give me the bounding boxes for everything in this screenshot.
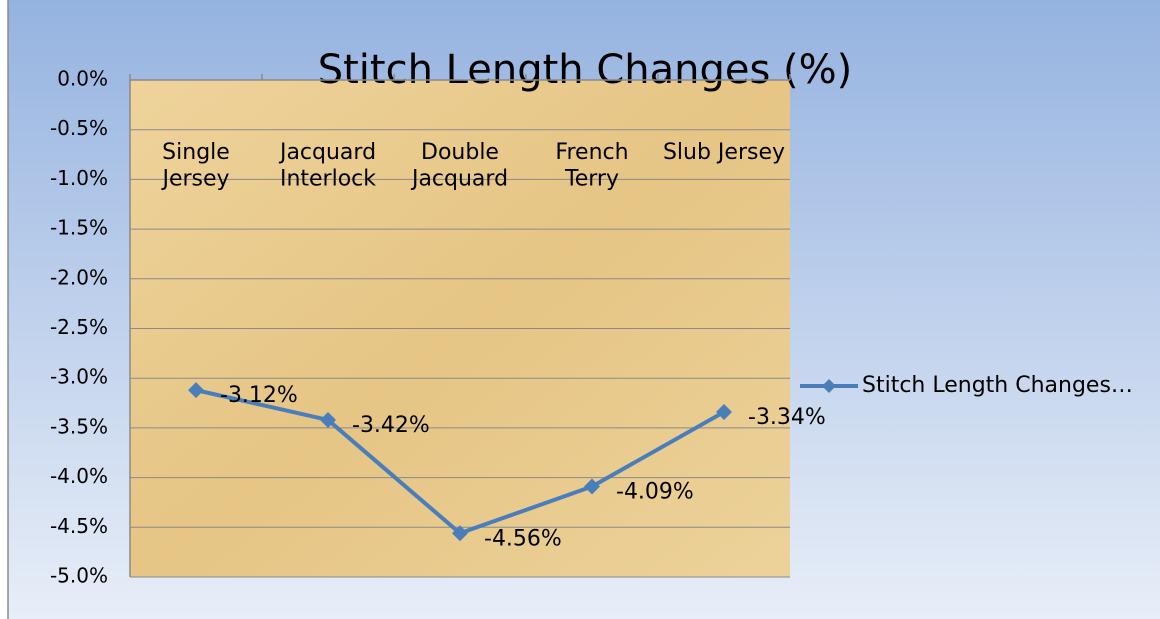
chart-title: Stitch Length Changes (%) [318,47,853,93]
data-point [452,525,468,542]
y-tick-label: -2.0% [50,265,108,289]
data-label: -4.56% [484,526,562,551]
data-point [188,382,204,399]
y-tick-label: 0.0% [57,67,108,91]
x-tick-label: French Terry [555,140,628,191]
legend-label: Stitch Length Changes… [862,373,1133,398]
legend-marker [822,379,836,393]
y-tick-label: -5.0% [50,564,108,588]
y-tick-label: -3.5% [50,414,108,438]
y-tick-label: -1.0% [50,166,108,190]
x-tick-label: Slub Jersey [663,140,785,165]
y-tick-label: -1.5% [50,216,108,240]
x-tick-label: Jacquard Interlock [278,140,376,191]
y-tick-label: -4.5% [50,514,108,538]
data-label: -4.09% [616,480,694,505]
data-label: -3.42% [352,413,430,438]
data-label: -3.12% [220,383,298,408]
x-tick-label: Double Jacquard [410,140,508,191]
y-tick-label: -3.0% [50,365,108,389]
y-tick-label: -2.5% [50,315,108,339]
data-label: -3.34% [748,405,826,430]
data-point [716,403,732,420]
data-point [320,411,336,428]
y-tick-label: -4.0% [50,464,108,488]
data-point [584,478,600,495]
y-tick-label: -0.5% [50,116,108,140]
x-tick-label: Single Jersey [160,140,229,191]
